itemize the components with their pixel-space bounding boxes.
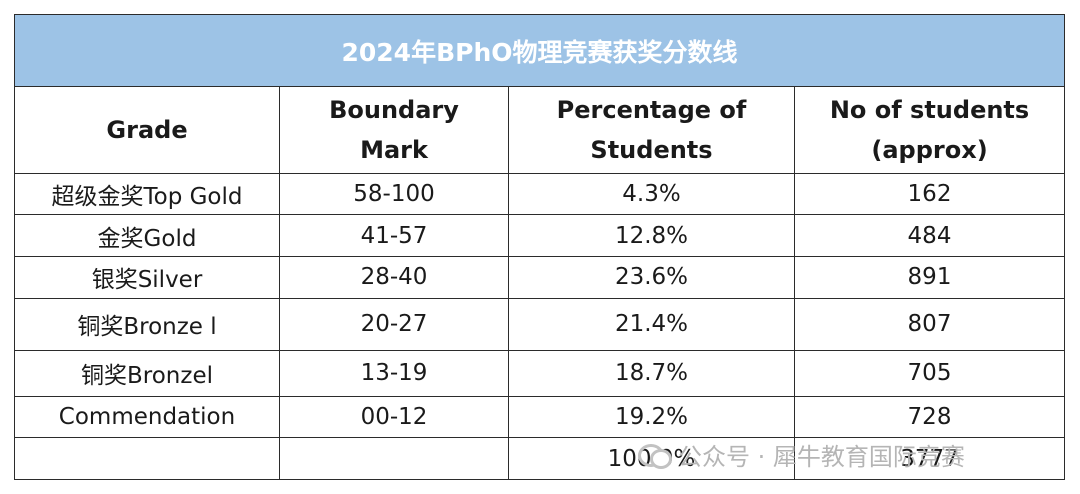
students-cell: 484 (793, 214, 1066, 258)
table-row: 超级金奖Top Gold 58-100 4.3% 162 (14, 172, 1066, 216)
students-cell: 162 (793, 172, 1066, 216)
percentage-cell: 4.3% (508, 172, 795, 216)
boundary-cell: 00-12 (279, 395, 509, 439)
percentage-cell: 21.4% (508, 297, 795, 351)
boundary-cell: 20-27 (279, 297, 509, 351)
table-row: 铜奖Bronzel 13-19 18.7% 705 (14, 349, 1066, 397)
boundary-cell: 41-57 (279, 214, 509, 258)
students-cell: 728 (793, 395, 1066, 439)
grade-cell: 银奖Silver (14, 256, 280, 299)
header-grade-label: Grade (106, 115, 188, 144)
percentage-cell: 18.7% (508, 349, 795, 397)
table-row: 银奖Silver 28-40 23.6% 891 (14, 256, 1066, 299)
header-percentage: Percentage of Students (508, 86, 795, 174)
header-students-line1: No of students (829, 95, 1030, 124)
score-table-container: 2024年BPhO物理竞赛获奖分数线 Grade Boundary Mark Pe… (13, 13, 1066, 480)
grade-cell: Commendation (14, 395, 280, 439)
totals-percentage-cell: 100.0% (508, 437, 795, 480)
boundary-cell: 13-19 (279, 349, 509, 397)
table-row: 金奖Gold 41-57 12.8% 484 (14, 214, 1066, 258)
students-cell: 891 (793, 256, 1066, 299)
table-title: 2024年BPhO物理竞赛获奖分数线 (13, 13, 1066, 88)
grade-cell: 铜奖Bronzel (14, 349, 280, 397)
header-row: Grade Boundary Mark Percentage of Students… (14, 86, 1066, 174)
totals-students-cell: 3777 (793, 437, 1066, 480)
header-boundary-mark: Boundary Mark (279, 86, 509, 174)
students-cell: 807 (793, 297, 1066, 351)
table-row: Commendation 00-12 19.2% 728 (14, 395, 1066, 439)
percentage-cell: 23.6% (508, 256, 795, 299)
totals-grade-cell (14, 437, 280, 480)
header-students: No of students (approx) (793, 86, 1066, 174)
header-boundary-line1: Boundary (329, 95, 459, 124)
score-table: 2024年BPhO物理竞赛获奖分数线 Grade Boundary Mark Pe… (13, 13, 1066, 480)
boundary-cell: 28-40 (279, 256, 509, 299)
header-percentage-line1: Percentage of (556, 95, 747, 124)
title-row: 2024年BPhO物理竞赛获奖分数线 (13, 13, 1066, 88)
percentage-cell: 19.2% (508, 395, 795, 439)
header-grade: Grade (14, 86, 280, 174)
grade-cell: 超级金奖Top Gold (14, 172, 280, 216)
grade-cell: 金奖Gold (14, 214, 280, 258)
totals-row: 100.0% 3777 (14, 437, 1066, 480)
header-students-line2: (approx) (871, 135, 988, 164)
table-row: 铜奖Bronze l 20-27 21.4% 807 (14, 297, 1066, 351)
boundary-cell: 58-100 (279, 172, 509, 216)
header-boundary-line2: Mark (360, 135, 428, 164)
students-cell: 705 (793, 349, 1066, 397)
header-percentage-line2: Students (590, 135, 713, 164)
grade-cell: 铜奖Bronze l (14, 297, 280, 351)
percentage-cell: 12.8% (508, 214, 795, 258)
totals-boundary-cell (279, 437, 509, 480)
